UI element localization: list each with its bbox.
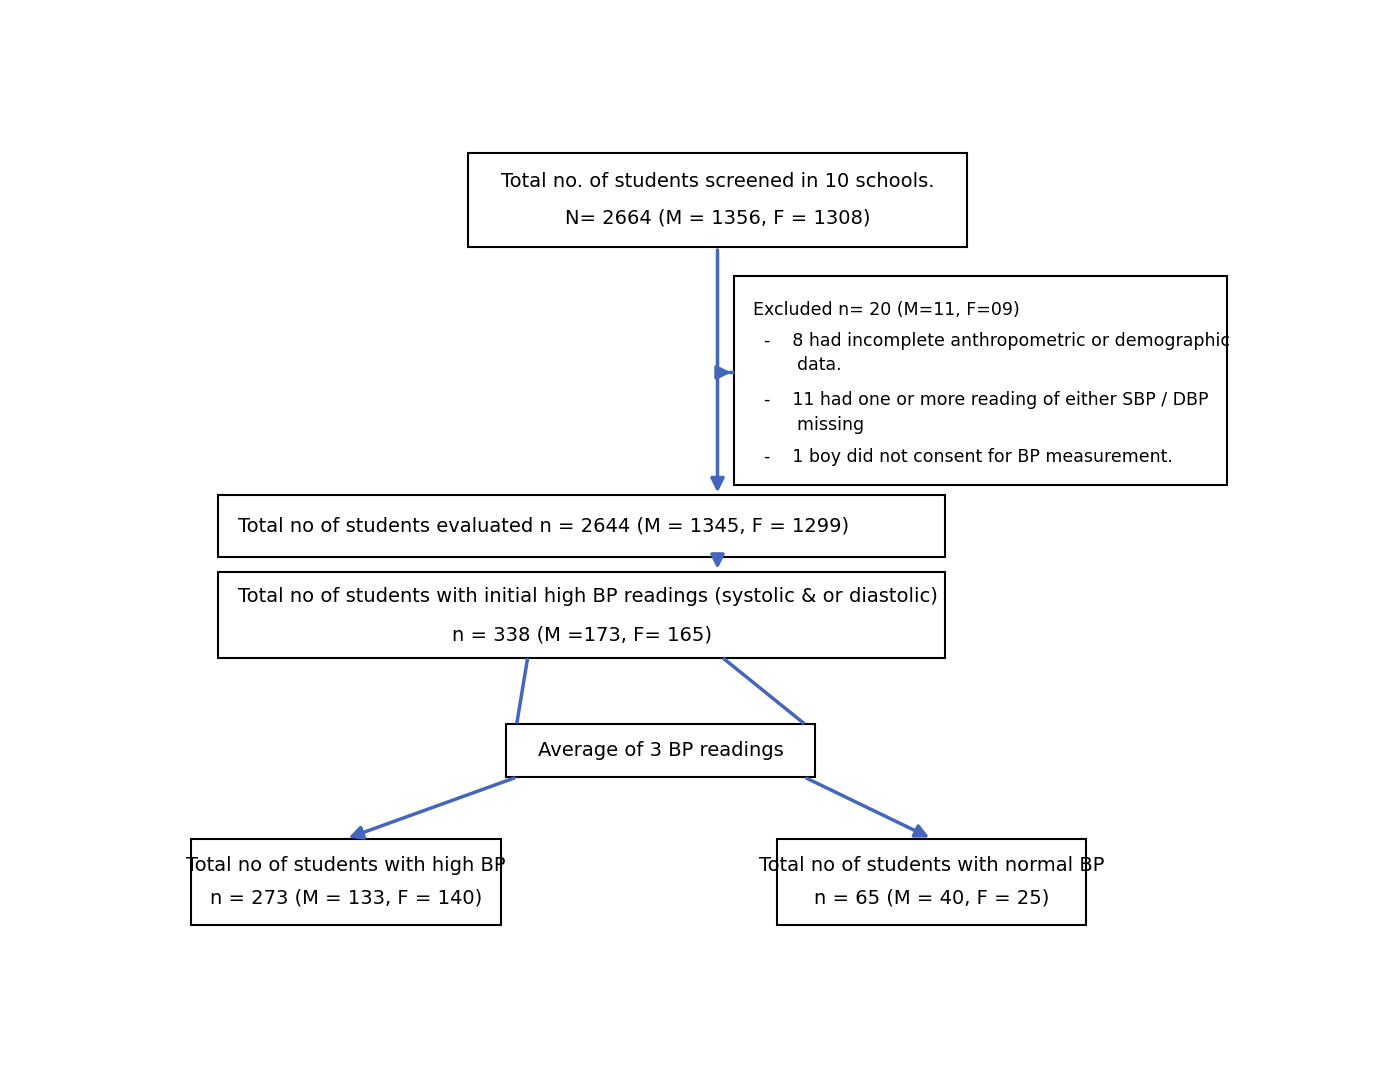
Text: Total no of students with normal BP: Total no of students with normal BP <box>759 856 1105 875</box>
Text: Average of 3 BP readings: Average of 3 BP readings <box>538 740 784 760</box>
FancyBboxPatch shape <box>192 839 501 925</box>
Text: Total no of students with initial high BP readings (systolic & or diastolic): Total no of students with initial high B… <box>238 587 938 606</box>
Text: n = 273 (M = 133, F = 140): n = 273 (M = 133, F = 140) <box>210 889 482 908</box>
Text: -    11 had one or more reading of either SBP / DBP: - 11 had one or more reading of either S… <box>753 391 1208 409</box>
FancyBboxPatch shape <box>777 839 1086 925</box>
Text: n = 65 (M = 40, F = 25): n = 65 (M = 40, F = 25) <box>815 889 1050 908</box>
Text: data.: data. <box>753 356 841 375</box>
Text: Total no of students evaluated n = 2644 (M = 1345, F = 1299): Total no of students evaluated n = 2644 … <box>238 516 848 536</box>
FancyBboxPatch shape <box>218 495 945 557</box>
FancyBboxPatch shape <box>218 572 945 658</box>
FancyBboxPatch shape <box>734 276 1228 485</box>
FancyBboxPatch shape <box>468 153 967 248</box>
Text: Total no. of students screened in 10 schools.: Total no. of students screened in 10 sch… <box>501 173 934 191</box>
Text: Excluded n= 20 (M=11, F=09): Excluded n= 20 (M=11, F=09) <box>753 301 1021 319</box>
Text: -    1 boy did not consent for BP measurement.: - 1 boy did not consent for BP measureme… <box>753 448 1173 466</box>
FancyBboxPatch shape <box>505 723 815 777</box>
Text: N= 2664 (M = 1356, F = 1308): N= 2664 (M = 1356, F = 1308) <box>564 208 871 227</box>
Text: missing: missing <box>753 415 864 433</box>
Text: n = 338 (M =173, F= 165): n = 338 (M =173, F= 165) <box>452 626 711 644</box>
Text: -    8 had incomplete anthropometric or demographic: - 8 had incomplete anthropometric or dem… <box>753 332 1231 350</box>
Text: Total no of students with high BP: Total no of students with high BP <box>186 856 505 875</box>
